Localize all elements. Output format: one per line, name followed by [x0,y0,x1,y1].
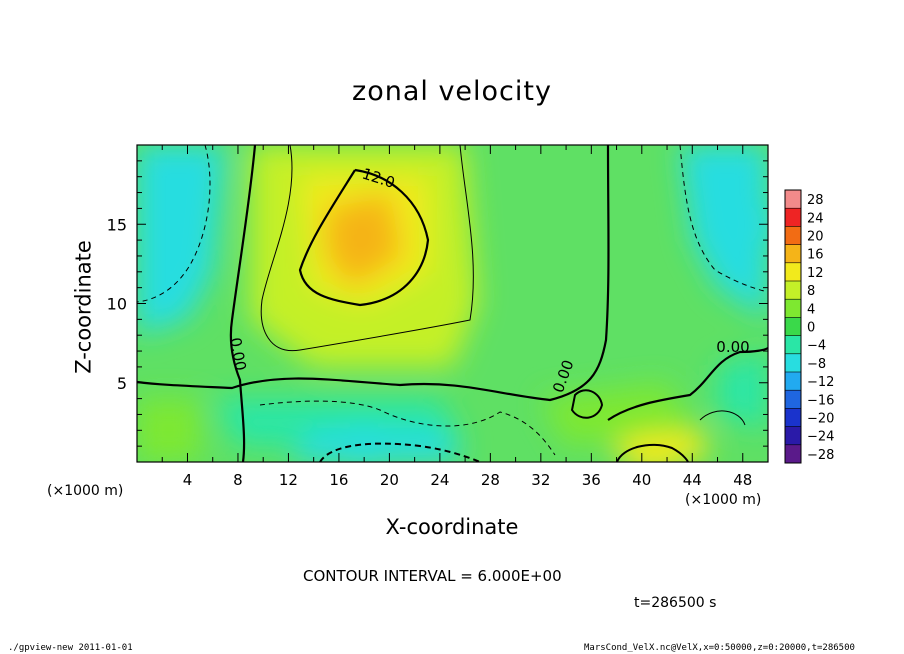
contour-interval: CONTOUR INTERVAL = 6.000E+00 [303,567,562,585]
x-axis: 4 8 12 16 20 24 28 32 36 40 44 48 [161,145,769,489]
contour-label: 0.00 [716,338,749,356]
y-tick-label: 10 [107,295,127,314]
colorbar-label: −8 [807,357,826,372]
x-tick-label: 28 [481,471,500,489]
x-tick-label: 44 [683,471,702,489]
colorbar-swatch [785,317,801,337]
colorbar-swatch [785,281,801,300]
field-feature [140,202,185,247]
contour-line [319,442,481,462]
contour-line [137,145,610,402]
field-feature [342,424,387,462]
time-stamp: t=286500 s [634,595,717,611]
colorbar-label: 12 [807,266,824,281]
x-tick-label: 8 [233,471,243,489]
colorbar-label: −16 [807,393,834,408]
colorbar-label: 24 [807,211,824,226]
x-tick-label: 24 [430,471,449,489]
x-axis-label: X-coordinate [385,515,519,539]
colorbar-label: 8 [807,284,815,299]
contour-line [570,389,604,419]
colorbar-swatch [785,353,801,373]
y-axis-unit: (×1000 m) [47,483,124,499]
colorbar-swatch [785,372,801,391]
x-tick-label: 48 [733,471,752,489]
y-tick-label: 5 [117,374,127,393]
contour-lines [137,145,768,462]
x-tick-label: 4 [183,471,193,489]
x-tick-label: 20 [380,471,399,489]
chart-title: zonal velocity [352,76,552,107]
x-axis-unit: (×1000 m) [685,492,762,508]
colorbar-swatch [785,408,801,428]
field-feature [329,210,374,255]
colorbar-label: 20 [807,230,824,245]
footer-right: MarsCond_VelX.nc@VelX,x=0:50000,z=0:2000… [584,643,855,653]
contour-line [699,410,746,426]
contour-line [616,443,689,462]
colorbar-swatch [785,244,801,264]
y-tick-label: 15 [107,215,127,234]
colorbar-swatch [785,299,801,318]
colorbar-swatch [785,390,801,409]
colorbar-label: −24 [807,430,834,445]
contour-line [607,347,768,421]
field-feature [733,202,768,247]
contour-line [260,145,474,352]
contour-line [298,168,430,307]
colorbar-swatch [785,190,801,209]
y-axis: 5 10 15 [107,160,768,447]
contour-line [137,145,211,303]
y-axis-label: Z-coordinate [71,240,96,374]
colorbar-swatch [785,208,801,227]
field-blobs [137,145,768,462]
colorbar-swatch [785,444,801,464]
colorbar-label: 16 [807,248,824,263]
colorbar-swatch [785,335,801,355]
colorbar-swatch [785,426,801,446]
colorbar-label: −12 [807,375,834,390]
contour-label: 0.00 [226,336,250,372]
colorbar-label: −20 [807,412,834,427]
footer-left: ./gpview-new 2011-01-01 [8,643,133,653]
colorbar-swatch [785,226,801,246]
colorbar-frame [784,189,802,464]
contour-line [259,400,556,456]
field-region [137,145,226,336]
field-region [717,351,768,431]
colorbar-label: 28 [807,193,824,208]
x-tick-label: 32 [531,471,550,489]
colorbar-label: 0 [807,321,815,336]
colorbar-swatch [785,262,801,282]
x-tick-label: 36 [582,471,601,489]
colorbar-label: −28 [807,448,834,463]
x-tick-label: 40 [632,471,651,489]
colorbar-label: 4 [807,302,815,317]
x-tick-label: 12 [279,471,298,489]
colorbar: 28 24 20 16 12 8 4 0 −4 −8 −12 −16 −20 −24 −28 [784,189,834,464]
field-region [679,145,768,320]
contour-line [229,145,257,462]
x-tick-label: 16 [329,471,348,489]
contour-line [679,145,768,293]
field-feature [632,432,677,462]
field-region [137,398,201,462]
colorbar-label: −4 [807,339,826,354]
velocity-field [137,145,768,462]
